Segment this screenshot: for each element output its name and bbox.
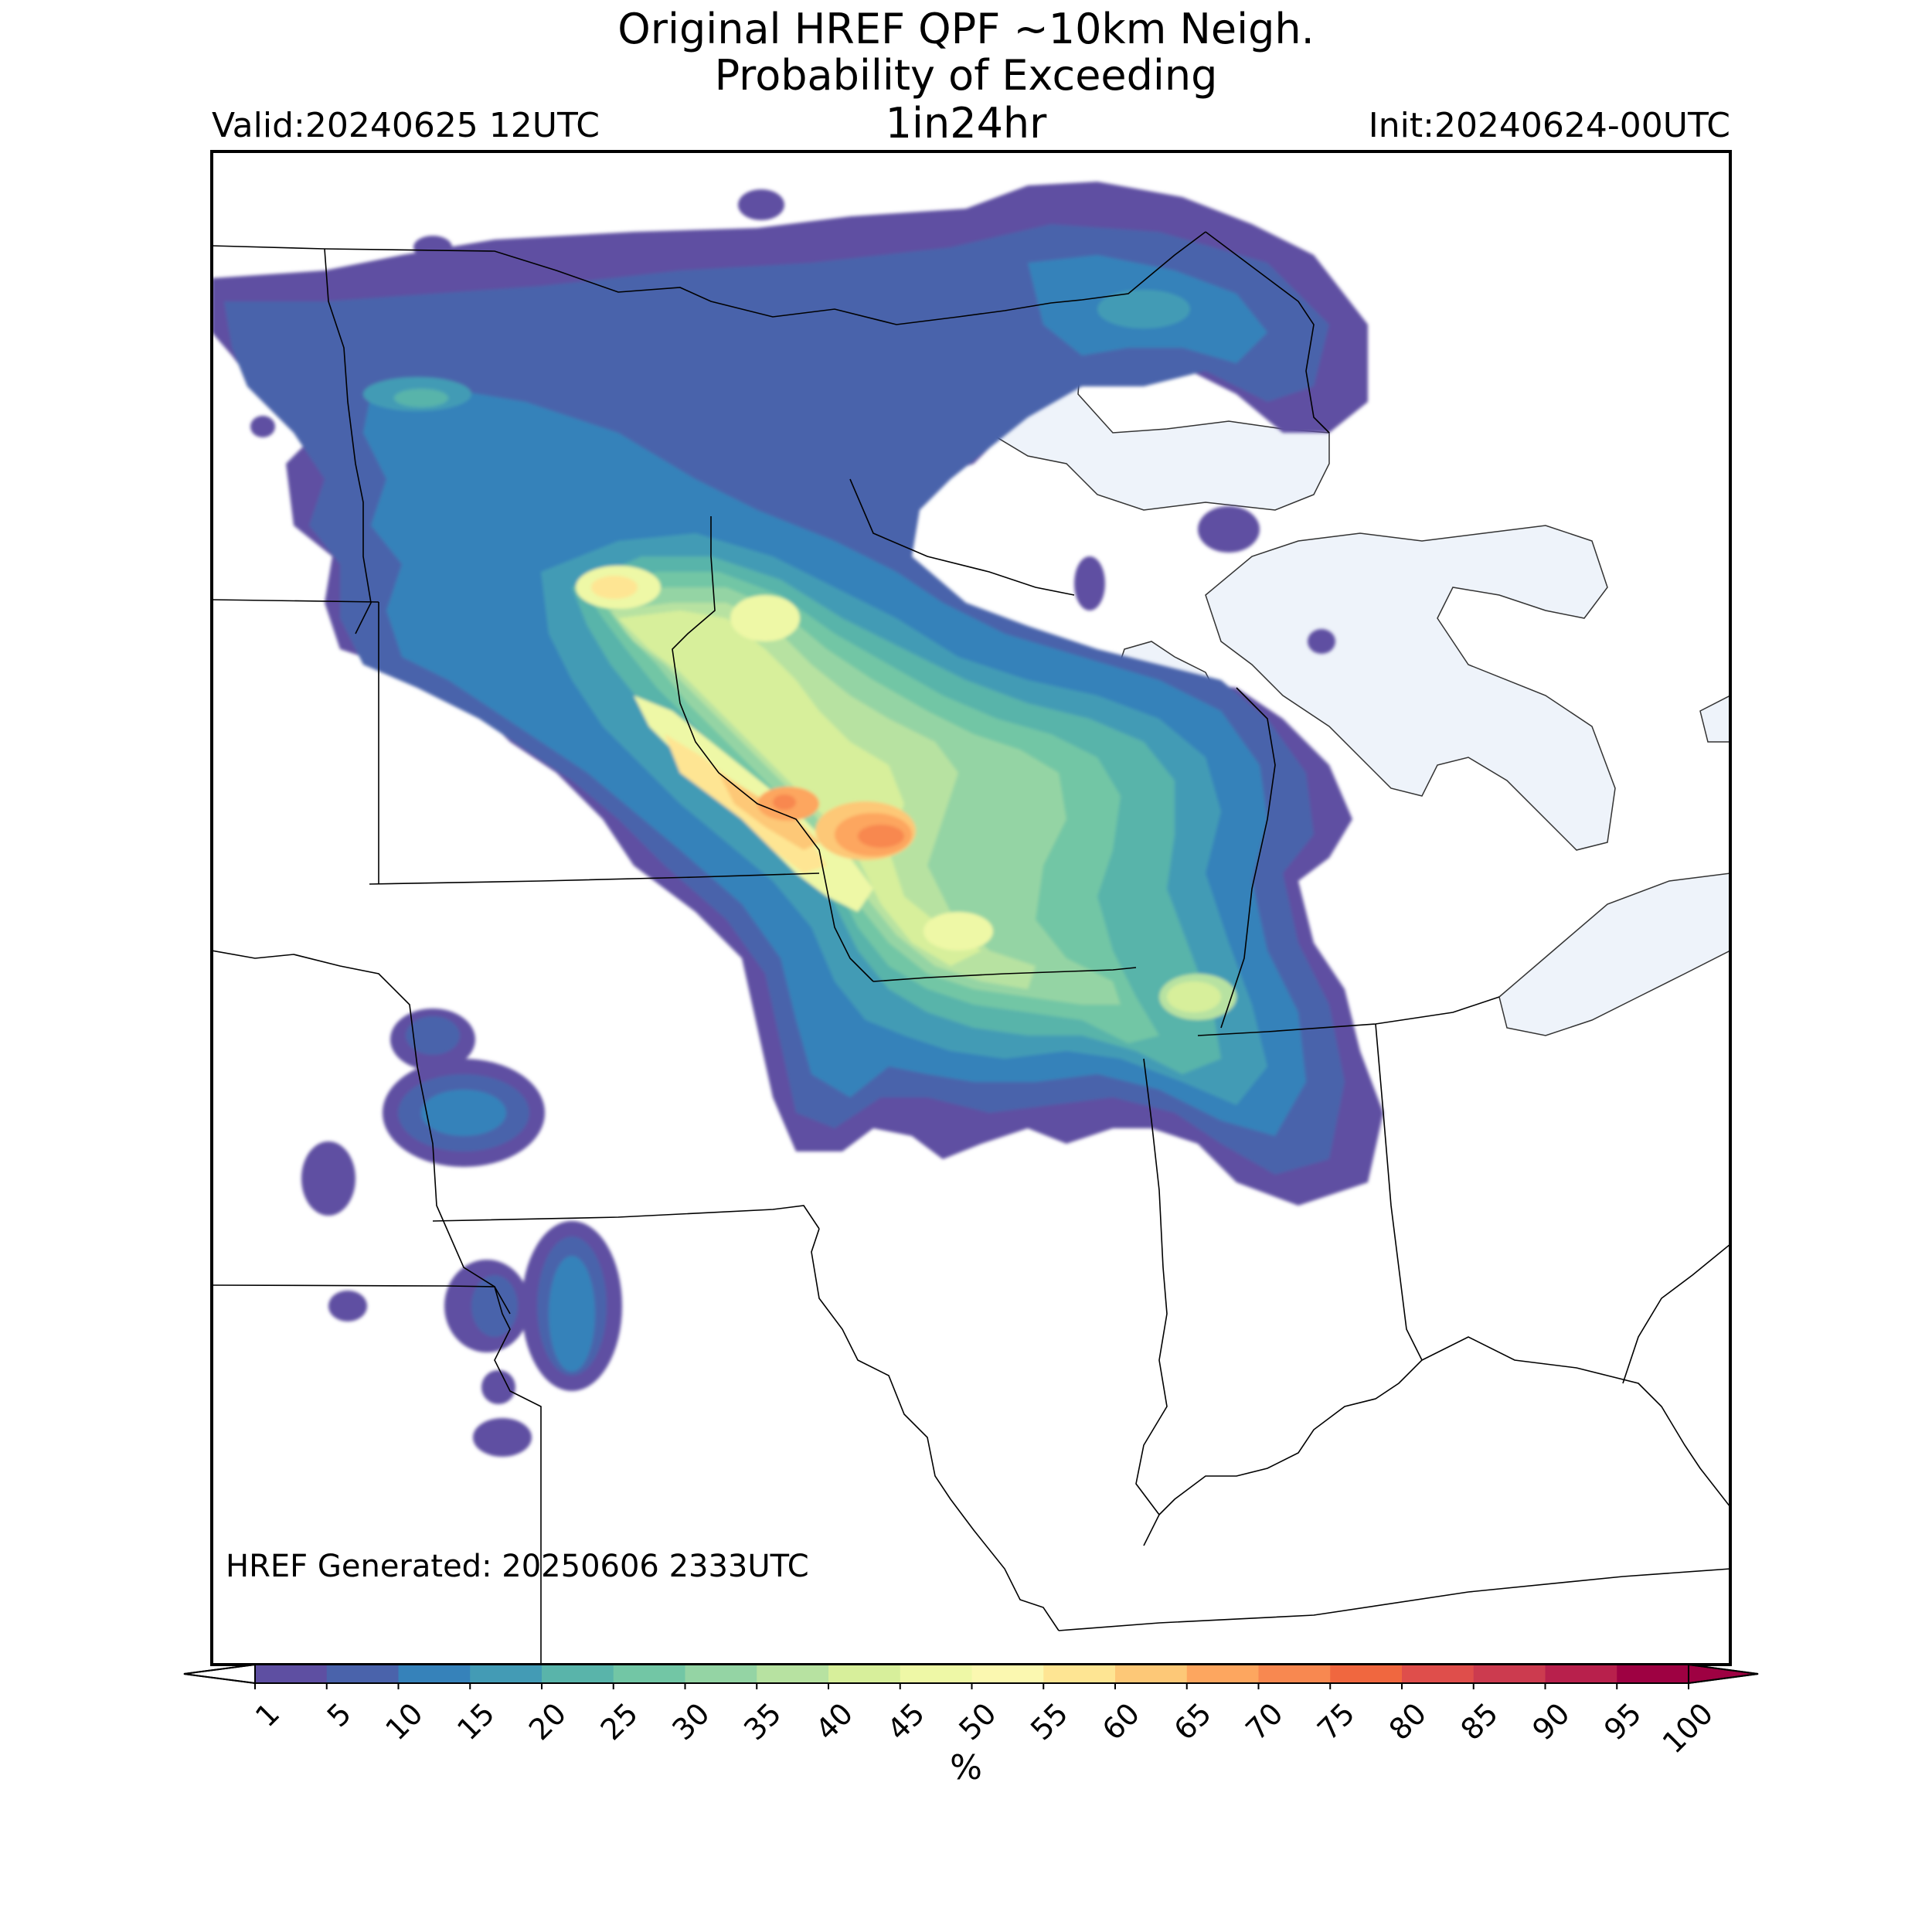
colorbar-tick-label: 20 [522,1696,573,1747]
colorbar-tick-label: 70 [1239,1696,1289,1747]
colorbar-tick-label: 1 [249,1696,286,1733]
lake-huron [1205,525,1616,851]
colorbar-tick-label: 60 [1096,1696,1146,1747]
wi-mn-border [672,516,874,982]
colorbar-swatch [1043,1665,1116,1683]
mi-shore-east [1220,687,1276,1029]
colorbar-swatch [542,1665,614,1683]
valid-time-label: Valid:20240625 12UTC [212,106,600,145]
colorbar-swatch [613,1665,685,1683]
colorbar-tick-label: 40 [809,1696,859,1747]
ne-ks-border [212,1284,542,1665]
oh-wv-border [1622,1243,1730,1384]
colorbar-swatch [398,1665,471,1683]
mn-nd-border [324,248,372,634]
colorbar-swatch [1115,1665,1188,1683]
title-line-3: 1in24hr [885,99,1047,148]
colorbar-tick-label: 95 [1597,1696,1648,1747]
colorbar-tick-label: 85 [1454,1696,1505,1747]
colorbar-swatch [326,1665,399,1683]
generated-label: HREF Generated: 20250606 2333UTC [226,1549,809,1584]
ia-mo-border [432,1205,820,1230]
colorbar-unit-label: % [950,1748,982,1787]
colorbar-tick-label: 5 [321,1696,358,1733]
ia-wi-il-border [872,967,1137,982]
colorbar-swatch [1617,1665,1689,1683]
init-time-label: Init:20240624-00UTC [1368,106,1730,145]
nd-sd-border [212,599,379,603]
colorbar-swatch [1258,1665,1331,1683]
state-borders [212,231,1730,1665]
colorbar-tick-label: 80 [1383,1696,1433,1747]
mn-ia-border [369,872,820,885]
colorbar-swatch [255,1665,328,1683]
colorbar-swatch [1186,1665,1259,1683]
colorbar-tick-label: 45 [881,1696,931,1747]
colorbar-tick-label: 25 [594,1696,645,1747]
lake-ontario [1699,695,1730,743]
mi-in-oh-border [1197,996,1500,1036]
ontario-border [1081,231,1330,434]
title-line-2: Probability of Exceeding [714,51,1218,100]
level-65-70 [773,794,904,848]
colorbar-swatch [1402,1665,1475,1683]
ia-il-river [811,1228,1060,1631]
in-oh-border [1158,1023,1423,1515]
colorbar-tick-label: 30 [665,1696,716,1747]
colorbar-tick-label: 65 [1168,1696,1218,1747]
lake-erie [1498,872,1730,1036]
ky-border [1421,1336,1730,1508]
canada-border [212,245,1083,325]
ky-tn-border [1058,1568,1730,1631]
colorbar-tick-label: 90 [1526,1696,1576,1747]
title-line-1: Original HREF QPF ~10km Neigh. [617,5,1315,53]
wi-up-border [849,478,1075,596]
colorbar-swatch [757,1665,829,1683]
colorbar-swatch [971,1665,1044,1683]
sd-ne-border [212,950,511,1315]
colorbar-tick-label: 35 [737,1696,787,1747]
colorbar-swatches [183,1663,1759,1685]
il-in-border [1135,1058,1168,1546]
colorbar-tick-label: 55 [1024,1696,1074,1747]
colorbar-tick-label: 50 [952,1696,1002,1747]
colorbar-swatch [685,1665,757,1683]
colorbar-swatch [828,1665,901,1683]
colorbar-swatch [900,1665,972,1683]
colorbar-swatch [1473,1665,1546,1683]
colorbar-swatch [470,1665,543,1683]
colorbar-swatch [1330,1665,1403,1683]
colorbar-swatch [1545,1665,1617,1683]
colorbar-tick-label: 75 [1311,1696,1361,1747]
colorbar-extend-high [1688,1663,1759,1685]
colorbar-tick-label: 10 [379,1696,429,1747]
colorbar-extend-low [183,1663,256,1685]
colorbar-tick-label: 15 [451,1696,501,1747]
